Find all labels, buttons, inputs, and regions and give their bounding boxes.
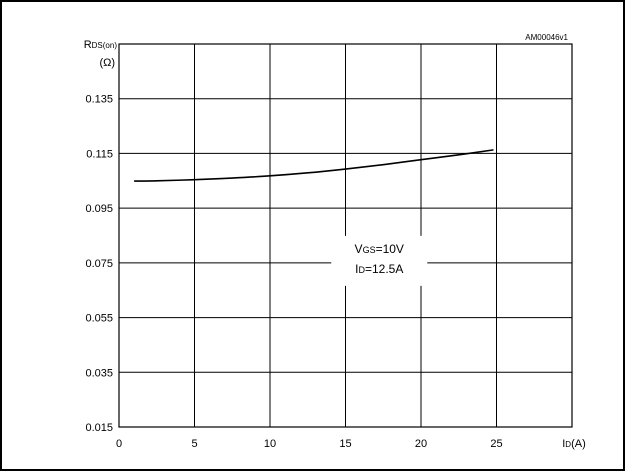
- condition-annotation: VGS=10V ID=12.5A: [331, 235, 428, 286]
- axes: [118, 43, 573, 428]
- condition-vgs-label: VGS=10V: [355, 242, 404, 256]
- y-tick-label-5: 0.115: [86, 148, 113, 160]
- x-tick-label-2: 10: [264, 438, 276, 450]
- plot-border: [118, 43, 573, 428]
- y-tick-label-3: 0.075: [85, 258, 113, 270]
- y-tick-label-2: 0.055: [85, 313, 113, 325]
- y-tick-label-6: 0.135: [85, 94, 113, 106]
- x-tick-label-0: 0: [116, 438, 122, 450]
- series-layer: [134, 149, 494, 182]
- x-tick-label-4: 20: [415, 438, 427, 450]
- condition-id-label: ID=12.5A: [355, 262, 403, 276]
- y-tick-label-0: 0.015: [85, 422, 113, 434]
- x-axis-label: ID(A): [562, 438, 586, 450]
- x-tick-label-5: 25: [490, 438, 502, 450]
- y-tick-label-1: 0.035: [85, 367, 113, 379]
- labels: 0 5 10 15 20 25 0.015 0.035 0.055 0.075 0.095 0.115…: [84, 33, 586, 450]
- annotation-background: [331, 235, 428, 286]
- y-axis-unit: (Ω): [99, 57, 115, 69]
- x-tick-label-3: 15: [339, 438, 351, 450]
- y-tick-label-4: 0.095: [85, 203, 113, 215]
- grid: [119, 44, 572, 427]
- series-line-0: [134, 149, 494, 182]
- figure-reference-code: AM00046v1: [525, 33, 568, 42]
- y-axis-label: RDS(on): [84, 39, 118, 51]
- x-tick-label-1: 5: [191, 438, 197, 450]
